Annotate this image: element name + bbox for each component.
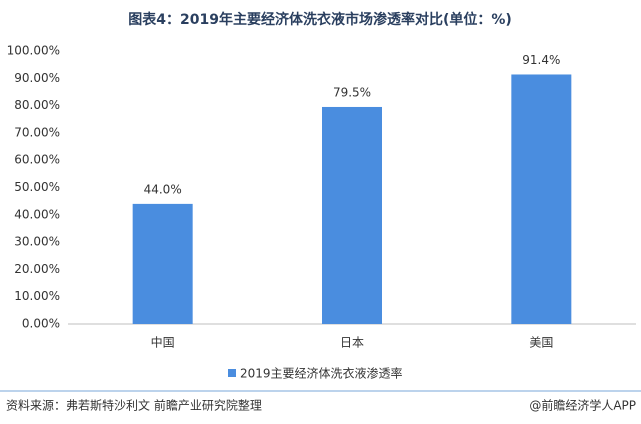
y-tick-label: 80.00%: [14, 98, 60, 112]
y-tick-label: 10.00%: [14, 289, 60, 303]
chart-title: 图表4：2019年主要经济体洗衣液市场渗透率对比(单位：%): [128, 11, 512, 28]
y-tick-label: 0.00%: [22, 317, 60, 331]
x-tick-label: 日本: [340, 336, 364, 350]
bar: [511, 74, 572, 324]
y-tick-label: 40.00%: [14, 207, 60, 221]
source: 资料来源：弗若斯特沙利文 前瞻产业研究院整理: [6, 398, 262, 413]
y-tick-label: 100.00%: [7, 44, 60, 58]
value-label: 79.5%: [333, 85, 371, 99]
y-tick-label: 30.00%: [14, 235, 60, 249]
value-label: 91.4%: [522, 53, 560, 67]
y-tick-label: 60.00%: [14, 153, 60, 167]
value-label: 44.0%: [144, 182, 182, 196]
y-tick-label: 70.00%: [14, 125, 60, 139]
legend-label: 2019主要经济体洗衣液渗透率: [240, 366, 403, 381]
bar: [132, 203, 193, 324]
y-tick-label: 50.00%: [14, 180, 60, 194]
x-tick-label: 美国: [529, 336, 553, 350]
y-tick-label: 90.00%: [14, 71, 60, 85]
legend-swatch: [228, 369, 236, 377]
x-tick-label: 中国: [151, 335, 175, 350]
credit: @前瞻经济学人APP: [529, 398, 636, 413]
bar: [322, 106, 382, 324]
y-tick-label: 20.00%: [14, 262, 60, 276]
